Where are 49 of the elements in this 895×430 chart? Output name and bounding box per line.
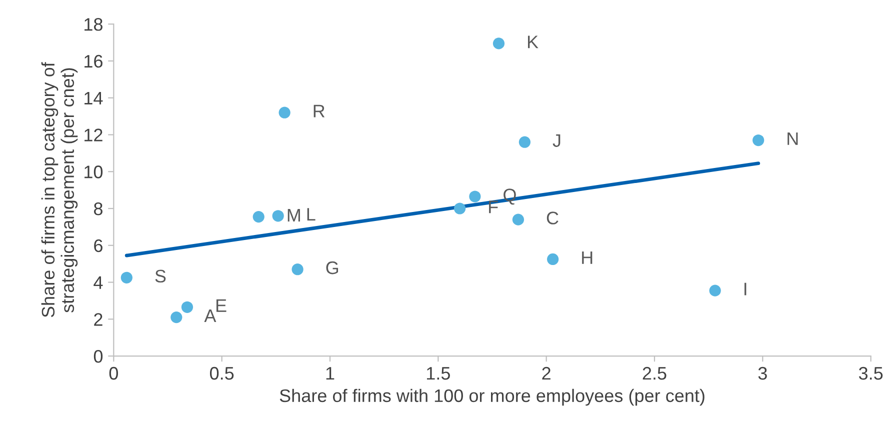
point	[454, 202, 466, 214]
x-tick-label: 0	[109, 366, 118, 380]
annotation: K	[528, 36, 538, 48]
y-tick-label: 4	[94, 276, 103, 289]
annotation: N	[788, 132, 798, 145]
y-tick-label: 6	[94, 239, 102, 252]
annotation: R	[314, 104, 325, 118]
annotation: F	[489, 200, 498, 214]
annotation: J	[552, 134, 560, 147]
annotation: I	[744, 282, 746, 296]
y-tick-label: 2	[94, 313, 102, 326]
point	[181, 301, 194, 313]
annotation: C	[546, 212, 558, 224]
annotation: L	[307, 208, 316, 221]
y-tick-label: 16	[84, 54, 102, 68]
point	[120, 272, 132, 284]
annotation: G	[326, 261, 338, 274]
point	[278, 106, 290, 118]
annotation: H	[582, 251, 592, 264]
point	[547, 253, 559, 266]
point	[292, 264, 304, 276]
point	[170, 312, 182, 324]
x-tick-label: 2	[542, 366, 550, 380]
y-tick-label: 12	[84, 128, 102, 142]
point	[252, 210, 264, 223]
y-tick-label: 14	[84, 92, 103, 104]
point	[512, 214, 524, 226]
y-tick-label: 8	[94, 202, 102, 216]
y-tick-label: 18	[84, 18, 102, 31]
x-axis-title: Share of firms with 100 or more employees (per cent)	[280, 388, 704, 406]
annotation: E	[216, 299, 226, 312]
y-tick-label: 10	[84, 166, 103, 178]
point	[709, 284, 721, 296]
point	[272, 210, 284, 222]
point	[752, 134, 764, 146]
y-axis-title: Share of firms in top category of strategicmangement (per cnet)	[41, 62, 78, 318]
x-tick-label: 3.5	[858, 366, 883, 380]
annotation: A	[204, 310, 216, 322]
y-tick-label: 0	[94, 350, 103, 363]
annotation: S	[155, 270, 166, 283]
x-tick-label: 2.5	[642, 366, 666, 380]
annotation: M	[288, 209, 300, 222]
x-tick-label: 0.5	[210, 366, 234, 380]
point	[518, 136, 531, 148]
x-tick-label: 1.5	[426, 367, 450, 380]
point	[492, 38, 505, 50]
x-tick-label: 1	[326, 367, 334, 380]
x-tick-label: 3	[758, 366, 767, 380]
point	[469, 190, 481, 202]
